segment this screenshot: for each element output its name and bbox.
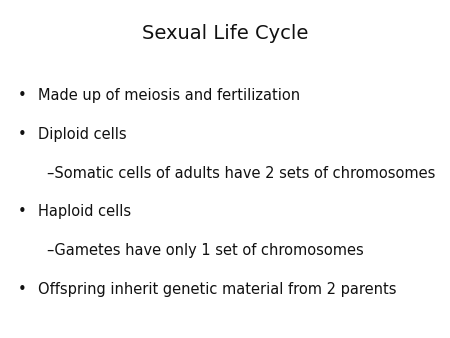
- Text: Haploid cells: Haploid cells: [38, 204, 131, 219]
- Text: •: •: [18, 282, 27, 297]
- Text: •: •: [18, 204, 27, 219]
- Text: Offspring inherit genetic material from 2 parents: Offspring inherit genetic material from …: [38, 282, 397, 297]
- Text: Made up of meiosis and fertilization: Made up of meiosis and fertilization: [38, 88, 301, 103]
- Text: •: •: [18, 88, 27, 103]
- Text: –Gametes have only 1 set of chromosomes: –Gametes have only 1 set of chromosomes: [47, 243, 364, 258]
- Text: Sexual Life Cycle: Sexual Life Cycle: [142, 24, 308, 43]
- Text: •: •: [18, 127, 27, 142]
- Text: –Somatic cells of adults have 2 sets of chromosomes: –Somatic cells of adults have 2 sets of …: [47, 166, 436, 180]
- Text: Diploid cells: Diploid cells: [38, 127, 127, 142]
